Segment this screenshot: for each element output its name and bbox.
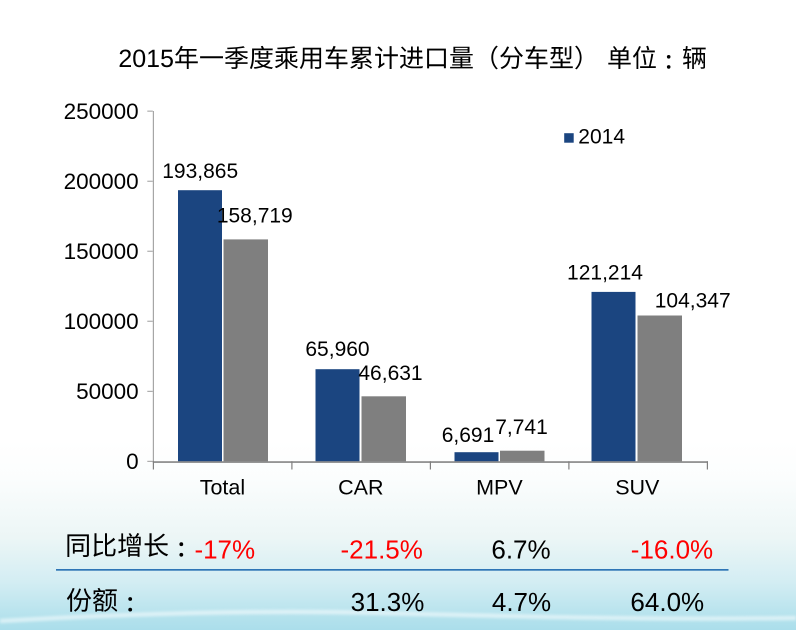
svg-text:104,347: 104,347 (655, 289, 731, 312)
svg-text:SUV: SUV (615, 476, 660, 500)
svg-text:Total: Total (200, 476, 245, 500)
svg-text:7,741: 7,741 (495, 416, 548, 439)
svg-text:31.3%: 31.3% (351, 587, 425, 617)
svg-text:64.0%: 64.0% (630, 587, 704, 617)
svg-text:193,865: 193,865 (162, 160, 238, 183)
svg-text:6,691: 6,691 (442, 424, 495, 447)
svg-text:-17%: -17% (194, 534, 255, 564)
svg-text:200000: 200000 (64, 169, 139, 194)
svg-text:150000: 150000 (64, 239, 139, 264)
svg-text:4.7%: 4.7% (492, 587, 551, 617)
svg-text:65,960: 65,960 (305, 338, 369, 361)
svg-text:121,214: 121,214 (567, 262, 643, 285)
svg-text:100000: 100000 (64, 309, 139, 334)
svg-text:46,631: 46,631 (358, 362, 422, 385)
svg-text:MPV: MPV (476, 476, 523, 500)
svg-text:-21.5%: -21.5% (341, 534, 423, 564)
svg-text:50000: 50000 (76, 379, 139, 404)
svg-text:158,719: 158,719 (217, 205, 293, 228)
svg-text:6.7%: 6.7% (491, 534, 550, 564)
svg-text:2014: 2014 (578, 126, 625, 149)
svg-text:CAR: CAR (338, 476, 383, 500)
svg-text:0: 0 (126, 449, 139, 474)
svg-text:-16.0%: -16.0% (631, 534, 713, 564)
svg-text:250000: 250000 (64, 99, 139, 124)
